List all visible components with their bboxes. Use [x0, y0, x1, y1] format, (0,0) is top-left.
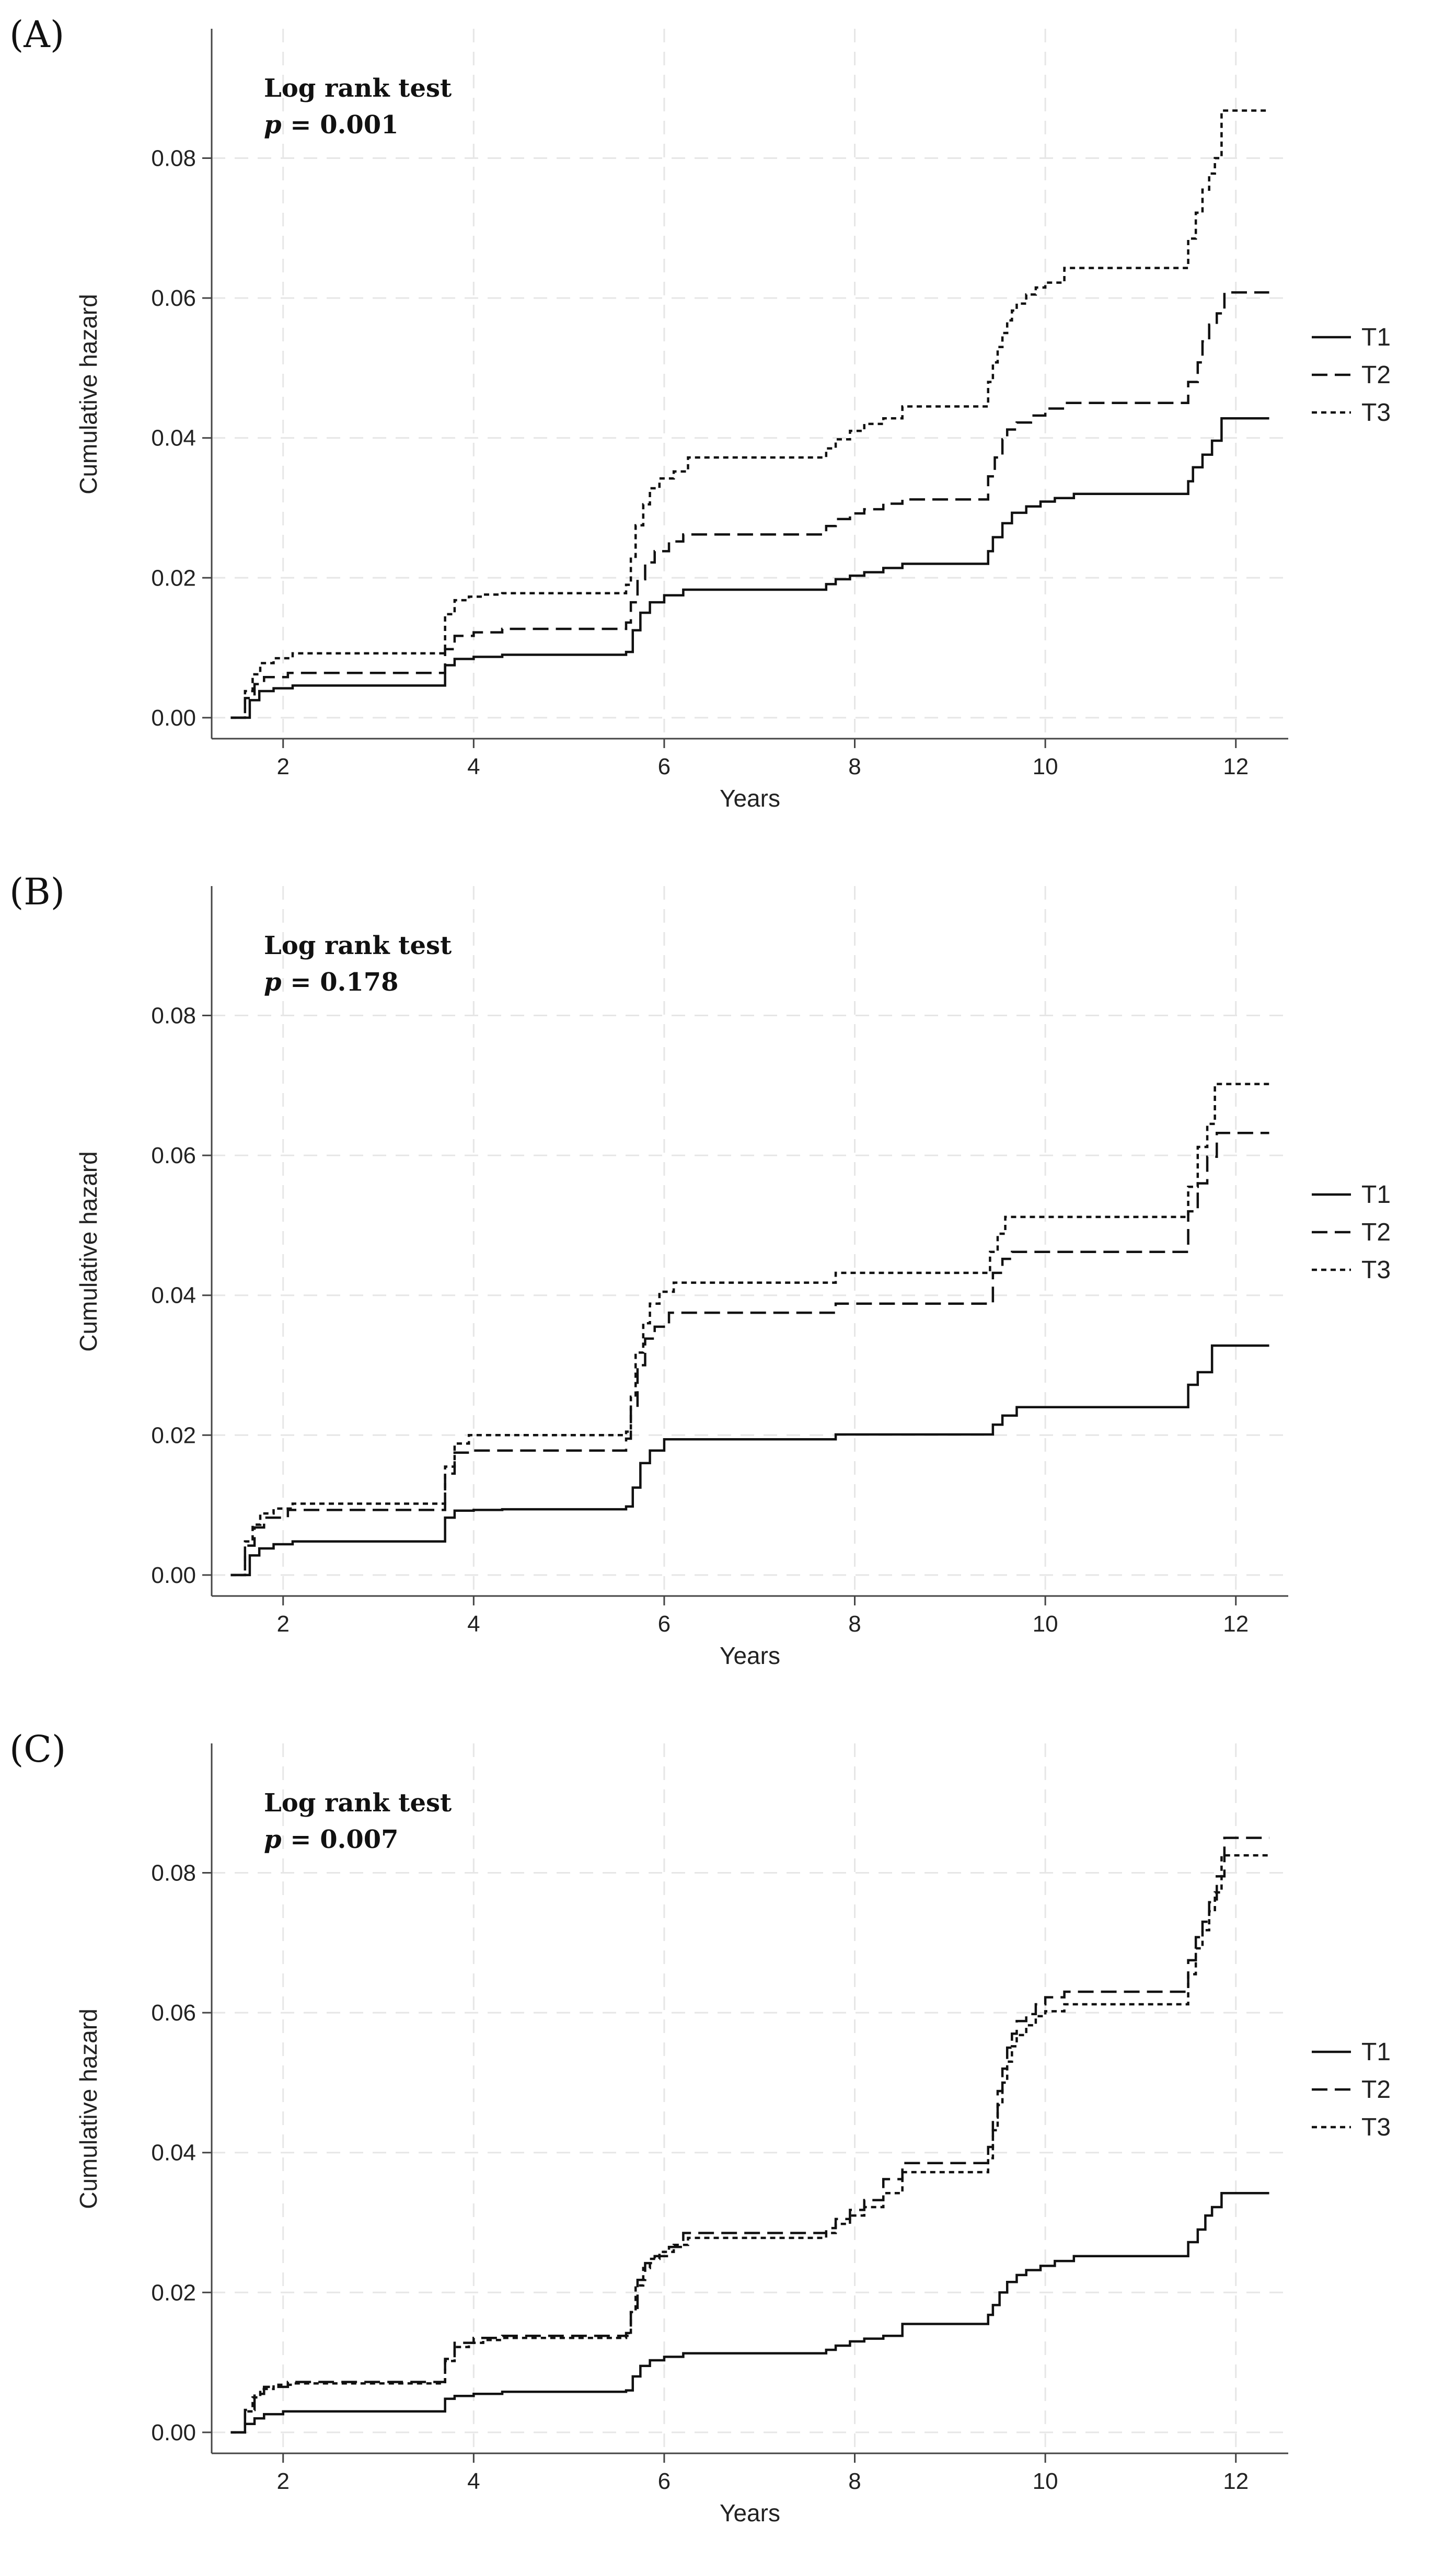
gridlines [212, 1743, 1288, 2453]
x-tick-label: 10 [1033, 754, 1058, 779]
logrank-title: Log rank test [264, 74, 452, 103]
logrank-p-value: p = 0.178 [264, 968, 399, 997]
gridlines [212, 886, 1288, 1596]
series-line-t3 [230, 1854, 1269, 2434]
legend-label-t2: T2 [1361, 1219, 1391, 1246]
y-tick-label: 0.02 [151, 2280, 196, 2305]
logrank-p-value: p = 0.001 [264, 110, 399, 140]
legend-label-t3: T3 [1361, 399, 1391, 427]
y-tick-label: 0.06 [151, 1143, 196, 1168]
panel-label-b: (B) [9, 870, 65, 913]
chart-c-svg: 2 4 6 8 10 12 0.00 0.02 0.04 0.06 0.08 Years Cumulat… [9, 1728, 1391, 2527]
legend-label-t1: T1 [1361, 2038, 1391, 2066]
panel-label-a: (A) [9, 13, 64, 56]
series-line-t2 [230, 291, 1269, 719]
x-tick-label: 6 [658, 1611, 671, 1637]
chart-b-svg: 2 4 6 8 10 12 0.00 0.02 0.04 0.06 0.08 Years Cumulat… [9, 870, 1391, 1669]
y-tick-label: 0.02 [151, 565, 196, 591]
legend-label-t3: T3 [1361, 2114, 1391, 2141]
series-line-t3 [230, 109, 1269, 719]
y-tick-label: 0.00 [151, 1563, 196, 1588]
logrank-title: Log rank test [264, 931, 452, 960]
p-value-text: = 0.001 [282, 110, 399, 140]
series-line-t2 [230, 1836, 1269, 2434]
y-tick-label: 0.08 [151, 1861, 196, 1886]
chart-panel-c: 2 4 6 8 10 12 0.00 0.02 0.04 0.06 0.08 Years Cumulat… [0, 1715, 1456, 2572]
gridlines [212, 29, 1288, 739]
series-line-t1 [230, 417, 1269, 719]
x-tick-label: 8 [848, 1611, 861, 1637]
p-symbol: p [264, 1825, 282, 1854]
legend-label-t2: T2 [1361, 361, 1391, 389]
y-tick-label: 0.00 [151, 2420, 196, 2445]
chart-a-svg: 2 4 6 8 10 12 0.00 0.02 0.04 0.06 0.08 Years Cumulat… [9, 13, 1391, 812]
p-value-text: = 0.178 [282, 968, 399, 997]
p-symbol: p [264, 968, 282, 997]
y-tick-label: 0.04 [151, 426, 196, 451]
x-tick-label: 8 [848, 2468, 861, 2494]
series-line-t1 [230, 1344, 1269, 1577]
y-tick-label: 0.04 [151, 1283, 196, 1308]
x-tick-label: 12 [1223, 1611, 1249, 1637]
x-tick-label: 6 [658, 754, 671, 779]
x-tick-label: 2 [276, 2468, 289, 2494]
x-tick-label: 2 [276, 754, 289, 779]
series-line-t3 [230, 1083, 1269, 1577]
x-axis-title: Years [720, 2499, 780, 2527]
x-axis-title: Years [720, 1642, 780, 1669]
panel-label-c: (C) [9, 1728, 66, 1771]
y-axis-title: Cumulative hazard [75, 2008, 102, 2209]
x-tick-label: 4 [467, 754, 480, 779]
x-tick-label: 4 [467, 2468, 480, 2494]
logrank-title: Log rank test [264, 1788, 452, 1818]
p-symbol: p [264, 110, 282, 140]
legend-label-t1: T1 [1361, 1181, 1391, 1209]
logrank-p-value: p = 0.007 [264, 1825, 399, 1854]
chart-panel-a: 2 4 6 8 10 12 0.00 0.02 0.04 0.06 0.08 Years Cumulat… [0, 0, 1456, 857]
x-tick-label: 10 [1033, 1611, 1058, 1637]
series-line-t2 [230, 1132, 1269, 1577]
x-axis-title: Years [720, 785, 780, 812]
y-axis-title: Cumulative hazard [75, 1151, 102, 1352]
series-line-t1 [230, 2192, 1269, 2434]
y-tick-label: 0.08 [151, 1003, 196, 1029]
chart-panel-b: 2 4 6 8 10 12 0.00 0.02 0.04 0.06 0.08 Years Cumulat… [0, 857, 1456, 1715]
x-tick-label: 12 [1223, 2468, 1249, 2494]
x-tick-label: 12 [1223, 754, 1249, 779]
y-axis-title: Cumulative hazard [75, 294, 102, 495]
x-tick-label: 6 [658, 2468, 671, 2494]
y-tick-label: 0.00 [151, 705, 196, 731]
legend-label-t3: T3 [1361, 1256, 1391, 1284]
y-tick-label: 0.04 [151, 2140, 196, 2166]
legend-label-t2: T2 [1361, 2076, 1391, 2104]
y-tick-label: 0.06 [151, 2000, 196, 2026]
y-tick-label: 0.02 [151, 1422, 196, 1448]
y-tick-label: 0.06 [151, 285, 196, 311]
x-tick-label: 10 [1033, 2468, 1058, 2494]
x-tick-label: 8 [848, 754, 861, 779]
x-tick-label: 2 [276, 1611, 289, 1637]
legend-label-t1: T1 [1361, 324, 1391, 351]
y-tick-label: 0.08 [151, 146, 196, 171]
p-value-text: = 0.007 [282, 1825, 399, 1854]
x-tick-label: 4 [467, 1611, 480, 1637]
